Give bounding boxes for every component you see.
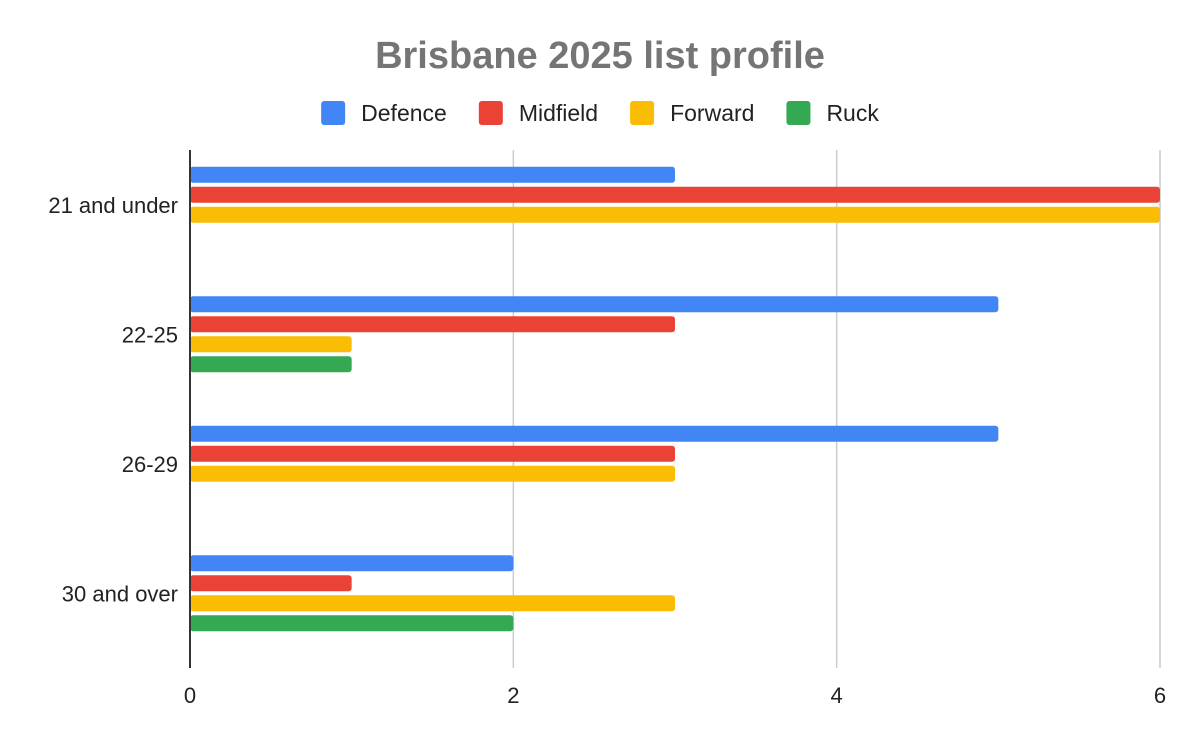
category-label: 26-29 xyxy=(122,452,178,477)
legend-item-midfield: Midfield xyxy=(478,100,598,126)
bar-30-and-over-forward xyxy=(190,595,675,612)
legend-item-ruck: Ruck xyxy=(786,100,879,126)
category-labels: 21 and under 22-25 26-29 30 and over xyxy=(48,193,178,607)
legend-swatch xyxy=(630,101,655,125)
x-tick-label: 6 xyxy=(1154,683,1166,708)
x-tick-label: 0 xyxy=(184,683,196,708)
bar-30-and-over-defence xyxy=(190,555,514,572)
bar-26-29-defence xyxy=(190,425,999,442)
legend-item-defence: Defence xyxy=(321,100,447,126)
category-label: 21 and under xyxy=(48,193,178,218)
bar-30-and-over-ruck xyxy=(190,615,514,632)
category-label: 22-25 xyxy=(122,322,178,347)
bar-21-and-under-defence xyxy=(190,166,675,183)
category-label: 30 and over xyxy=(62,581,178,606)
bars xyxy=(190,166,1160,632)
bar-26-29-forward xyxy=(190,465,675,482)
legend-swatch xyxy=(786,101,811,125)
gridlines xyxy=(512,150,1161,668)
chart-legend: Defence Midfield Forward Ruck xyxy=(321,100,879,126)
bar-21-and-under-forward xyxy=(190,206,1160,223)
x-tick-labels: 0 2 4 6 xyxy=(184,683,1166,708)
bar-21-and-under-midfield xyxy=(190,186,1160,203)
legend-label: Ruck xyxy=(826,100,879,126)
bar-26-29-midfield xyxy=(190,445,675,462)
bar-22-25-ruck xyxy=(190,356,352,373)
bar-30-and-over-midfield xyxy=(190,575,352,592)
legend-label: Midfield xyxy=(519,100,598,126)
bar-22-25-defence xyxy=(190,296,999,313)
legend-swatch xyxy=(321,101,346,125)
bar-22-25-midfield xyxy=(190,316,675,333)
bar-22-25-forward xyxy=(190,336,352,353)
x-tick-label: 4 xyxy=(831,683,843,708)
chart-title: Brisbane 2025 list profile xyxy=(375,35,825,77)
legend-item-forward: Forward xyxy=(630,100,754,126)
legend-swatch xyxy=(478,101,503,125)
legend-label: Forward xyxy=(670,100,754,126)
x-tick-label: 2 xyxy=(507,683,519,708)
legend-label: Defence xyxy=(361,100,447,126)
